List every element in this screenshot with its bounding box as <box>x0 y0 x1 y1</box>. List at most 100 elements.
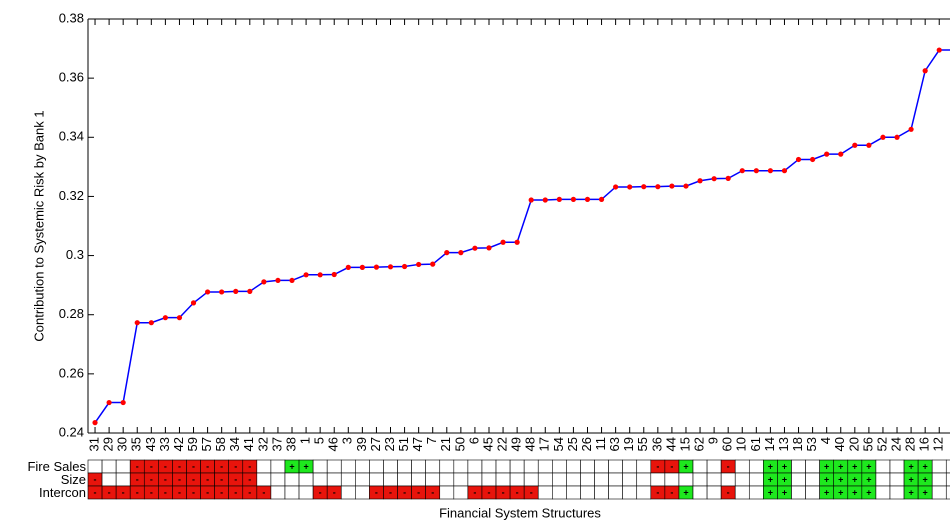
structure-cell <box>931 485 947 500</box>
data-point <box>641 184 647 190</box>
structure-cell <box>340 459 356 474</box>
x-tick-label: 6 <box>466 437 481 444</box>
cell-sign: + <box>824 461 829 471</box>
cell-sign: - <box>178 461 181 471</box>
data-point <box>697 178 703 184</box>
cell-sign: - <box>333 487 336 497</box>
structure-cell <box>622 472 638 487</box>
structure-cell <box>115 459 131 474</box>
x-tick-label: 24 <box>888 437 903 451</box>
structure-cell <box>537 485 553 500</box>
structure-cell <box>523 472 539 487</box>
cell-sign: - <box>108 487 111 497</box>
cell-sign: + <box>782 487 787 497</box>
structure-cell <box>495 459 511 474</box>
cell-sign: - <box>206 474 209 484</box>
x-tick-label: 30 <box>115 437 130 451</box>
structure-cell <box>678 472 694 487</box>
structure-cell <box>298 485 314 500</box>
structure-cell <box>608 459 623 474</box>
cell-sign: - <box>122 487 125 497</box>
structure-cell <box>748 472 764 487</box>
data-point <box>725 175 731 181</box>
structure-cell <box>256 472 272 487</box>
cell-sign: - <box>248 461 251 471</box>
structure-cell <box>481 459 497 474</box>
structure-cell <box>284 472 300 487</box>
structure-cell <box>650 472 666 487</box>
structure-cell <box>369 472 384 487</box>
cell-sign: + <box>908 461 913 471</box>
cell-sign: - <box>220 487 223 497</box>
x-tick-label: 49 <box>509 437 524 451</box>
structure-cell <box>706 472 722 487</box>
structure-cell <box>439 485 455 500</box>
cell-sign: - <box>206 487 209 497</box>
x-axis-label: Financial System Structures <box>439 505 601 520</box>
cell-sign: - <box>530 487 533 497</box>
structure-cell <box>509 459 525 474</box>
data-point <box>922 68 928 74</box>
structure-cell <box>509 472 525 487</box>
structure-cell <box>594 485 609 500</box>
data-point <box>852 142 858 148</box>
structure-cell <box>397 472 412 487</box>
x-tick-label: 57 <box>199 437 214 451</box>
structure-cell <box>566 485 581 500</box>
cell-sign: + <box>782 461 787 471</box>
x-tick-label: 38 <box>283 437 298 451</box>
row-label: Fire Sales <box>27 459 86 474</box>
data-point <box>767 168 773 174</box>
y-tick-label: 0.26 <box>59 365 84 380</box>
structure-cell <box>692 472 708 487</box>
data-point <box>106 399 112 406</box>
x-tick-label: 44 <box>663 437 678 451</box>
x-tick-label: 55 <box>635 437 650 451</box>
cell-sign: - <box>150 487 153 497</box>
structure-cell <box>931 472 947 487</box>
data-point <box>894 134 900 140</box>
x-tick-label: 15 <box>677 437 692 451</box>
x-tick-label: 18 <box>790 437 805 451</box>
structure-cell <box>453 485 469 500</box>
cell-sign: + <box>838 474 843 484</box>
data-point <box>514 239 520 245</box>
structure-cell <box>594 459 609 474</box>
cell-sign: + <box>683 487 688 497</box>
cell-sign: - <box>234 474 237 484</box>
structure-cell <box>87 459 103 474</box>
cell-sign: - <box>248 474 251 484</box>
x-tick-label: 60 <box>720 437 735 451</box>
structure-cell <box>270 485 286 500</box>
data-point <box>739 168 745 174</box>
structure-cell <box>467 459 483 474</box>
structure-cell <box>622 485 638 500</box>
x-tick-label: 47 <box>410 437 425 451</box>
data-point <box>331 271 337 278</box>
data-point <box>627 184 633 190</box>
cell-sign: + <box>866 487 871 497</box>
data-point <box>148 320 154 326</box>
data-point <box>162 315 168 321</box>
structure-cell <box>537 459 553 474</box>
structure-cell <box>692 459 708 474</box>
structure-cell <box>706 459 722 474</box>
structure-cell <box>791 472 806 487</box>
x-tick-label: 37 <box>269 437 284 451</box>
x-tick-label: 13 <box>776 437 791 451</box>
structure-cell <box>312 459 328 474</box>
cell-sign: - <box>192 461 195 471</box>
structure-cell <box>453 472 469 487</box>
cell-sign: - <box>375 487 378 497</box>
structure-cell <box>791 485 806 500</box>
data-point <box>781 168 788 174</box>
structure-cell <box>439 459 455 474</box>
data-point <box>261 279 267 285</box>
y-tick-label: 0.36 <box>59 70 84 85</box>
cell-sign: - <box>94 474 97 484</box>
data-point <box>120 399 126 406</box>
structure-cell <box>312 472 328 487</box>
cell-sign: + <box>289 461 294 471</box>
